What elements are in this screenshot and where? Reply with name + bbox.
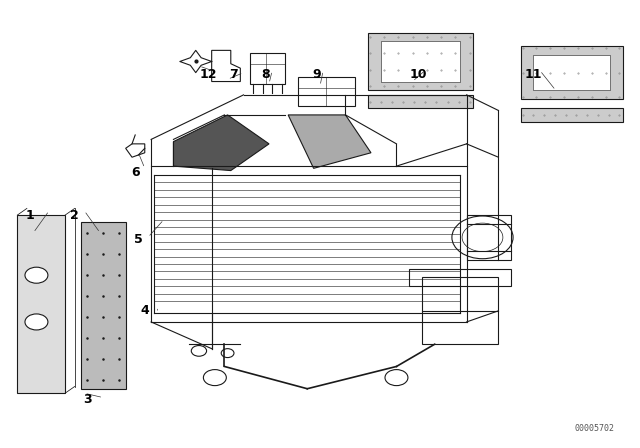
Polygon shape — [534, 55, 610, 90]
Polygon shape — [381, 42, 460, 82]
Text: 9: 9 — [312, 69, 321, 82]
Text: 2: 2 — [70, 209, 79, 222]
Polygon shape — [368, 33, 473, 90]
Text: 8: 8 — [262, 69, 270, 82]
Polygon shape — [368, 95, 473, 108]
Bar — [422, 277, 499, 344]
Polygon shape — [288, 115, 371, 168]
Polygon shape — [521, 108, 623, 121]
Text: 1: 1 — [26, 209, 35, 222]
Polygon shape — [17, 215, 65, 393]
Bar — [250, 52, 285, 84]
Circle shape — [25, 267, 48, 283]
Circle shape — [25, 314, 48, 330]
Circle shape — [191, 345, 207, 356]
Text: 7: 7 — [230, 69, 238, 82]
Polygon shape — [81, 222, 125, 389]
Text: 11: 11 — [525, 69, 542, 82]
Polygon shape — [521, 46, 623, 99]
Text: 4: 4 — [140, 304, 149, 317]
Text: 12: 12 — [200, 69, 217, 82]
Text: 6: 6 — [131, 166, 140, 179]
Text: 5: 5 — [134, 233, 143, 246]
Text: 3: 3 — [83, 393, 92, 406]
Circle shape — [221, 349, 234, 358]
Bar — [409, 268, 511, 286]
Text: 10: 10 — [410, 69, 428, 82]
Bar — [298, 77, 355, 106]
Bar — [467, 215, 511, 260]
Text: 00005702: 00005702 — [574, 424, 614, 433]
Polygon shape — [173, 115, 269, 171]
